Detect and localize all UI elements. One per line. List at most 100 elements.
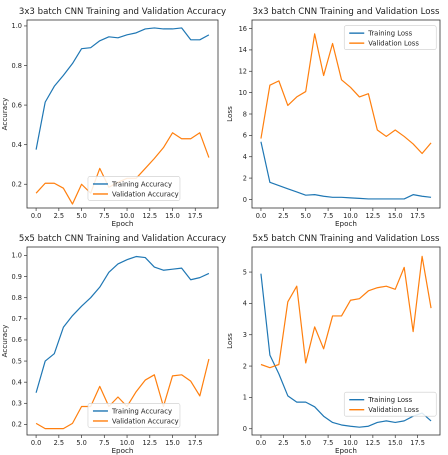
y-tick-label: 2 <box>243 362 247 370</box>
legend-box <box>87 403 181 428</box>
x-tick-label: 2.5 <box>54 212 65 220</box>
chart-title: 3x3 batch CNN Training and Validation Ac… <box>19 7 226 17</box>
series-line-validation-loss <box>260 255 432 369</box>
x-tick-label: 15.0 <box>388 212 403 220</box>
y-tick-label: 0.4 <box>12 141 23 149</box>
y-tick-label: 0.6 <box>12 101 23 109</box>
y-tick-label: 8 <box>243 110 247 118</box>
legend-entry: Validation Loss <box>368 406 419 414</box>
y-tick-label: 0.2 <box>12 421 23 429</box>
x-axis-label: Epoch <box>335 219 357 228</box>
chart-panel-1: 3x3 batch CNN Training and Validation Ac… <box>0 7 226 228</box>
x-axis-label: Epoch <box>111 446 133 455</box>
legend-entry: Training Accuracy <box>111 180 172 188</box>
y-tick-label: 5 <box>243 268 247 276</box>
y-tick-label: 0 <box>243 425 247 433</box>
y-axis-label: Accuracy <box>0 324 9 358</box>
x-tick-label: 5.0 <box>300 439 311 447</box>
y-tick-label: 10 <box>239 89 247 97</box>
y-tick-label: 0.5 <box>12 357 23 365</box>
x-tick-label: 12.5 <box>142 212 157 220</box>
y-tick-label: 1.0 <box>12 22 23 30</box>
series-line-validation-loss <box>260 33 432 155</box>
x-tick-label: 5.0 <box>76 439 87 447</box>
y-tick-label: 3 <box>243 331 247 339</box>
legend-box <box>343 25 437 50</box>
x-tick-label: 7.5 <box>99 439 110 447</box>
legend-box <box>343 391 437 417</box>
x-tick-label: 15.0 <box>388 439 403 447</box>
x-axis-label: Epoch <box>335 446 357 455</box>
y-tick-label: 0.2 <box>12 181 23 189</box>
series-line-training-loss <box>260 141 432 200</box>
series-line-training-loss <box>260 273 432 428</box>
y-tick-label: 0.6 <box>12 336 23 344</box>
x-tick-label: 10.0 <box>343 212 358 220</box>
x-tick-label: 0.0 <box>256 212 267 220</box>
x-tick-label: 2.5 <box>54 439 65 447</box>
y-tick-label: 1 <box>243 394 247 402</box>
legend-entry: Training Loss <box>367 30 412 38</box>
x-tick-label: 0.0 <box>31 439 42 447</box>
x-tick-label: 17.5 <box>188 212 203 220</box>
y-tick-label: 0 <box>243 196 247 204</box>
x-tick-label: 7.5 <box>323 439 334 447</box>
legend-entry: Training Accuracy <box>111 407 172 415</box>
chart-panel-3: 5x5 batch CNN Training and Validation Ac… <box>0 234 226 455</box>
legend-entry: Validation Loss <box>368 40 419 48</box>
y-tick-label: 0.8 <box>12 294 23 302</box>
x-tick-label: 17.5 <box>410 439 425 447</box>
x-tick-label: 12.5 <box>366 439 381 447</box>
x-tick-label: 17.5 <box>188 439 203 447</box>
series-line-training-accuracy <box>35 27 210 150</box>
plot-frame <box>251 246 441 436</box>
x-tick-label: 2.5 <box>278 212 289 220</box>
x-tick-label: 15.0 <box>165 439 180 447</box>
x-tick-label: 10.0 <box>120 439 135 447</box>
x-tick-label: 12.5 <box>142 439 157 447</box>
chart-title: 5x5 batch CNN Training and Validation Ac… <box>19 234 226 244</box>
legend-entry: Validation Accuracy <box>112 417 179 425</box>
x-tick-label: 7.5 <box>323 212 334 220</box>
x-axis-label: Epoch <box>111 219 133 228</box>
y-tick-label: 14 <box>239 46 247 54</box>
series-line-validation-accuracy <box>35 358 210 430</box>
x-tick-label: 15.0 <box>165 212 180 220</box>
x-tick-label: 7.5 <box>99 212 110 220</box>
y-axis-label: Accuracy <box>0 97 9 131</box>
x-tick-label: 10.0 <box>343 439 358 447</box>
y-tick-label: 4 <box>243 300 247 308</box>
y-tick-label: 0.7 <box>12 315 23 323</box>
y-tick-label: 12 <box>239 68 247 76</box>
legend: Training Accuracy Validation Accuracy <box>87 176 181 201</box>
y-tick-label: 0.8 <box>12 62 23 70</box>
y-tick-label: 1.0 <box>12 252 23 260</box>
plot-frame <box>26 19 219 209</box>
y-axis-label: Loss <box>225 333 234 349</box>
x-tick-label: 2.5 <box>278 439 289 447</box>
plot-frame <box>26 246 219 436</box>
chart-title: 5x5 batch CNN Training and Validation Lo… <box>253 234 440 244</box>
x-tick-label: 17.5 <box>410 212 425 220</box>
legend: Training Loss Validation Loss <box>343 391 437 417</box>
legend-box <box>87 176 181 201</box>
y-tick-label: 0.4 <box>12 378 23 386</box>
x-tick-label: 5.0 <box>300 212 311 220</box>
y-tick-label: 2 <box>243 174 247 182</box>
x-tick-label: 10.0 <box>120 212 135 220</box>
x-tick-label: 0.0 <box>31 212 42 220</box>
x-tick-label: 0.0 <box>256 439 267 447</box>
legend-entry: Training Loss <box>367 396 412 404</box>
series-line-training-accuracy <box>35 255 210 393</box>
x-tick-label: 12.5 <box>366 212 381 220</box>
y-tick-label: 16 <box>239 25 247 33</box>
x-tick-label: 5.0 <box>76 212 87 220</box>
legend: Training Accuracy Validation Accuracy <box>87 403 181 428</box>
y-tick-label: 4 <box>243 153 247 161</box>
legend-entry: Validation Accuracy <box>112 190 179 198</box>
legend: Training Loss Validation Loss <box>343 25 437 50</box>
chart-title: 3x3 batch CNN Training and Validation Lo… <box>253 7 440 17</box>
y-tick-label: 0.3 <box>12 400 23 408</box>
y-tick-label: 0.9 <box>12 273 23 281</box>
y-tick-label: 6 <box>243 132 247 140</box>
